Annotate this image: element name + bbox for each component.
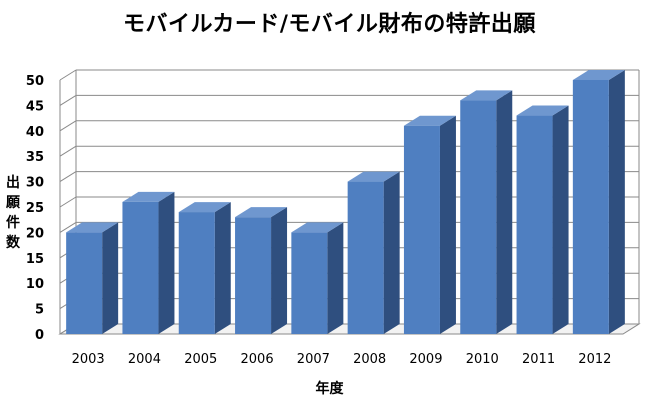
bar-top bbox=[178, 202, 231, 213]
y-axis-label-char: 件 bbox=[6, 215, 20, 231]
bar-side bbox=[214, 202, 231, 334]
bar-side bbox=[496, 90, 513, 334]
y-tick-label: 25 bbox=[26, 201, 44, 216]
bar-front bbox=[347, 181, 384, 334]
bar-side bbox=[439, 115, 456, 334]
bar bbox=[460, 90, 513, 334]
bar bbox=[516, 105, 569, 334]
bar-side bbox=[383, 171, 400, 334]
bar-top bbox=[235, 207, 288, 218]
bar-side bbox=[327, 222, 344, 334]
bar-front bbox=[460, 100, 497, 334]
bar-front bbox=[291, 232, 328, 334]
bar-front bbox=[235, 217, 272, 334]
y-tick-label: 35 bbox=[26, 150, 44, 165]
bar-front bbox=[516, 115, 553, 334]
x-tick-label: 2007 bbox=[297, 352, 330, 367]
y-axis-label-char: 出 bbox=[6, 175, 20, 191]
bar-front bbox=[178, 212, 215, 334]
y-tick-label: 40 bbox=[26, 125, 44, 140]
bar-front bbox=[66, 232, 103, 334]
bar-side bbox=[158, 191, 175, 334]
bar bbox=[178, 202, 231, 334]
gridline-side bbox=[59, 145, 77, 157]
x-axis-label: 年度 bbox=[315, 381, 344, 397]
bar-front bbox=[572, 80, 609, 334]
gridline-side bbox=[59, 221, 77, 233]
bar-top bbox=[291, 222, 344, 233]
gridline-side bbox=[59, 120, 77, 132]
y-tick-label: 30 bbox=[26, 176, 44, 191]
ticks-layer: 0 5 10 15 20 25 30 35 40 45 50 2003 2004 2005 2006 2007… bbox=[26, 74, 611, 367]
bar bbox=[403, 115, 456, 334]
x-tick-label: 2008 bbox=[353, 352, 386, 367]
x-tick-label: 2003 bbox=[72, 352, 105, 367]
x-tick-label: 2011 bbox=[522, 352, 555, 367]
y-tick-label: 45 bbox=[26, 99, 44, 114]
y-tick-label: 0 bbox=[35, 328, 44, 343]
bar-side bbox=[271, 207, 288, 334]
bar-top bbox=[347, 171, 400, 182]
bar bbox=[291, 222, 344, 334]
y-tick-label: 50 bbox=[26, 74, 44, 89]
bar-top bbox=[403, 115, 456, 126]
y-tick-label: 20 bbox=[26, 226, 44, 241]
x-tick-label: 2004 bbox=[128, 352, 161, 367]
gridline-side bbox=[59, 171, 77, 183]
x-tick-label: 2005 bbox=[184, 352, 217, 367]
bar-top bbox=[516, 105, 569, 116]
bar-top bbox=[572, 70, 625, 80]
bar bbox=[347, 171, 400, 334]
gridline-side bbox=[59, 69, 77, 81]
x-tick-label: 2009 bbox=[409, 352, 442, 367]
y-axis-label-char: 数 bbox=[6, 235, 20, 251]
bar-top bbox=[122, 191, 175, 202]
x-tick-label: 2010 bbox=[466, 352, 499, 367]
bar-side bbox=[608, 70, 625, 334]
bars-layer bbox=[66, 70, 625, 334]
bar bbox=[122, 191, 175, 334]
bar bbox=[235, 207, 288, 334]
bar-side bbox=[552, 105, 569, 334]
y-axis-label-char: 願 bbox=[6, 195, 20, 211]
bar-side bbox=[102, 222, 119, 334]
bar-top bbox=[460, 90, 513, 101]
bar bbox=[66, 222, 119, 334]
gridline-side bbox=[59, 94, 77, 106]
bar-front bbox=[122, 201, 159, 334]
bar-top bbox=[66, 222, 119, 233]
gridline-side bbox=[59, 196, 77, 208]
x-tick-label: 2006 bbox=[241, 352, 274, 367]
bar-front bbox=[403, 125, 440, 334]
chart-title: モバイルカード/モバイル財布の特許出願 bbox=[123, 12, 536, 37]
y-tick-label: 15 bbox=[26, 252, 44, 267]
y-tick-label: 5 bbox=[35, 303, 44, 318]
bar bbox=[572, 70, 625, 334]
y-tick-label: 10 bbox=[26, 277, 44, 292]
x-tick-label: 2012 bbox=[578, 352, 611, 367]
